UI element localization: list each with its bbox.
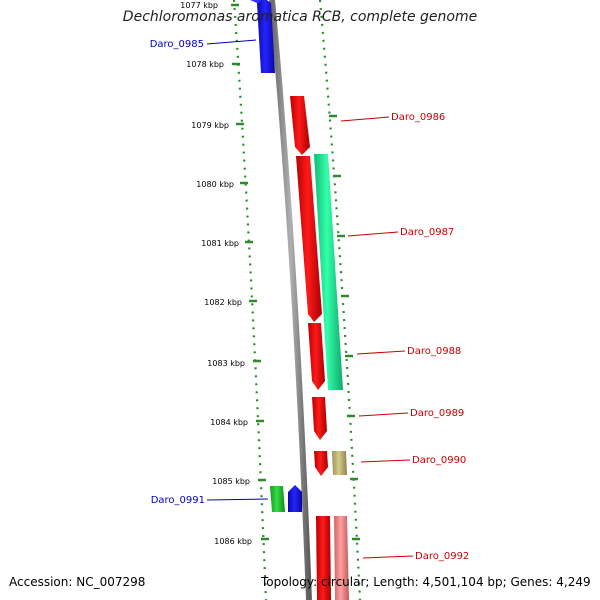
leader-daro-0991 [206, 498, 269, 501]
tick-label-1086: 1086 kbp [214, 537, 252, 546]
leader-daro-0986 [340, 116, 390, 122]
gene-daro-0987[interactable] [296, 156, 322, 322]
map-title: Dechloromonas aromatica RCB, complete ge… [122, 9, 478, 25]
gene-daro-0985-top [250, 0, 262, 3]
gene-daro-0986[interactable] [290, 96, 310, 155]
label-daro-0987[interactable]: Daro_0987 [400, 227, 454, 238]
label-daro-0991[interactable]: Daro_0991 [151, 495, 205, 506]
gene-daro-0988[interactable] [308, 323, 325, 390]
leader-daro-0990 [360, 459, 411, 463]
gene-pink[interactable] [334, 516, 349, 600]
label-daro-0989[interactable]: Daro_0989 [410, 408, 464, 419]
tick-label-1078: 1078 kbp [186, 60, 224, 69]
gene-daro-0989[interactable] [312, 397, 327, 440]
gene-daro-0990[interactable] [314, 451, 328, 476]
gene-daro-0991[interactable] [288, 485, 302, 512]
tick-label-1085: 1085 kbp [212, 477, 250, 486]
genome-backbone [269, 0, 312, 600]
label-daro-0992[interactable]: Daro_0992 [415, 551, 469, 562]
ruler-line-left [232, 0, 268, 600]
ruler-ticks [231, 3, 360, 541]
gene-labels: Daro_0985 Daro_0986 Daro_0987 Daro_0988 … [150, 39, 470, 562]
tick-label-1082: 1082 kbp [204, 298, 242, 307]
label-daro-0986[interactable]: Daro_0986 [391, 112, 445, 123]
leader-daro-0992 [362, 555, 414, 559]
leader-daro-0985 [206, 39, 257, 45]
gene-teal[interactable] [314, 154, 343, 390]
ruler-line-right [318, 0, 362, 600]
leader-daro-0988 [356, 350, 406, 355]
accession-text: Accession: NC_007298 [9, 575, 146, 589]
gene-green[interactable] [270, 486, 285, 512]
tick-label-1083: 1083 kbp [207, 359, 245, 368]
gene-daro-0992[interactable] [316, 516, 331, 600]
label-leaders [206, 39, 414, 559]
tick-label-1079: 1079 kbp [191, 121, 229, 130]
genes [250, 0, 349, 600]
tick-label-1077: 1077 kbp [180, 1, 218, 10]
label-daro-0985[interactable]: Daro_0985 [150, 39, 204, 50]
label-daro-0988[interactable]: Daro_0988 [407, 346, 461, 357]
gene-daro-0985[interactable] [257, 0, 275, 73]
label-daro-0990[interactable]: Daro_0990 [412, 455, 466, 466]
gene-khaki[interactable] [332, 451, 347, 475]
tick-label-1081: 1081 kbp [201, 239, 239, 248]
topology-text: Topology: circular; Length: 4,501,104 bp… [261, 575, 591, 589]
ruler-tick-labels: 1077 kbp 1078 kbp 1079 kbp 1080 kbp 1081… [180, 1, 252, 546]
leader-daro-0989 [358, 412, 409, 417]
tick-label-1084: 1084 kbp [210, 418, 248, 427]
tick-label-1080: 1080 kbp [196, 180, 234, 189]
leader-daro-0987 [347, 231, 399, 237]
